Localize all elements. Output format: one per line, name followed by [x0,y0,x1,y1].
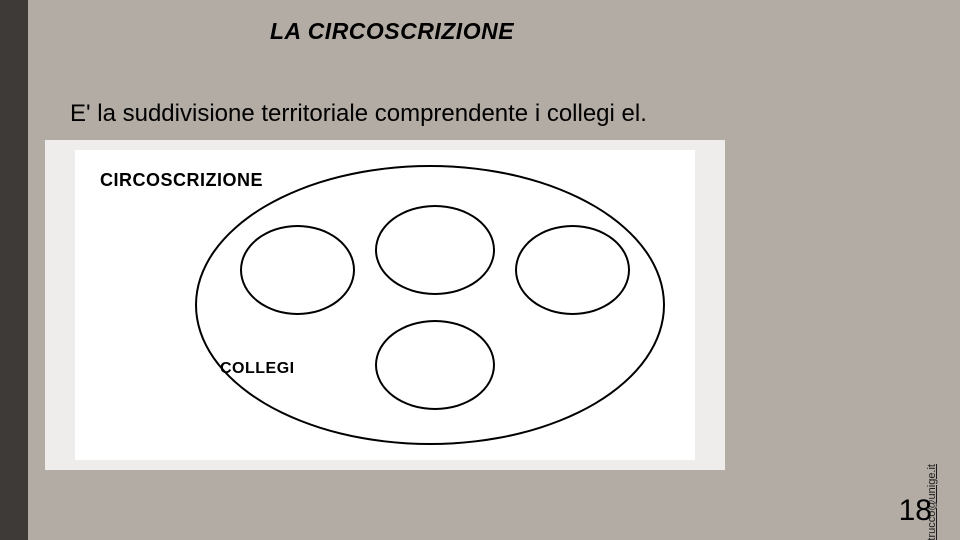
diagram-panel: CIRCOSCRIZIONE COLLEGI [45,140,725,470]
diagram-canvas: CIRCOSCRIZIONE COLLEGI [75,150,695,460]
inner-ellipse-label: COLLEGI [220,360,295,378]
slide-title: LA CIRCOSCRIZIONE [270,18,514,45]
slide-subtitle: E' la suddivisione territoriale comprend… [70,100,647,128]
inner-ellipse-3 [515,225,630,315]
outer-ellipse-label: CIRCOSCRIZIONE [100,170,263,191]
inner-ellipse-2 [375,205,495,295]
inner-ellipse-1 [240,225,355,315]
inner-ellipse-4 [375,320,495,410]
slide-left-bar [0,0,28,540]
page-number: 18 [899,494,932,528]
